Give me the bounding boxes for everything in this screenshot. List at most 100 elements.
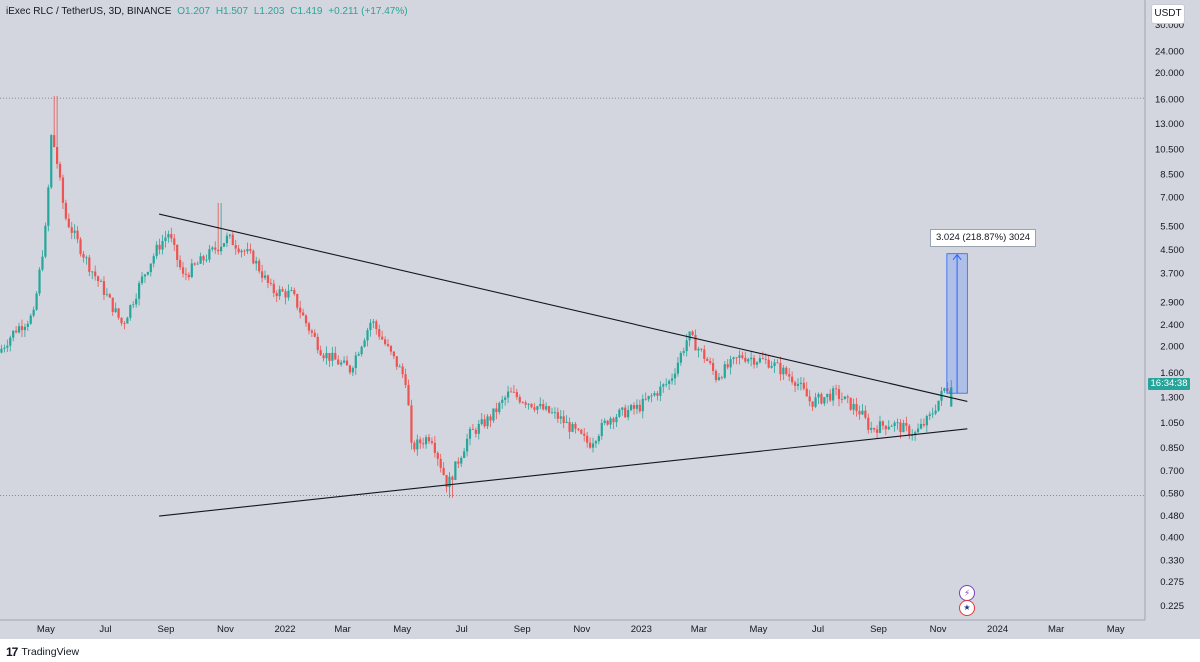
candle-body xyxy=(149,263,152,273)
symbol-legend: iExec RLC / TetherUS, 3D, BINANCE O1.207… xyxy=(6,6,411,18)
candle-body xyxy=(463,451,466,458)
candle-body xyxy=(802,382,805,389)
tradingview-logo[interactable]: 17 TradingView xyxy=(6,645,79,659)
candle-body xyxy=(225,235,229,244)
candle-body xyxy=(524,402,527,405)
candle-body xyxy=(946,388,949,392)
candle-body xyxy=(837,389,841,400)
candle-body xyxy=(123,323,126,325)
candle-body xyxy=(767,359,770,368)
candle-body xyxy=(808,396,811,402)
candle-body xyxy=(840,399,844,400)
candle-body xyxy=(653,393,656,396)
candle-body xyxy=(562,416,565,424)
candle-body xyxy=(184,273,188,275)
candle-body xyxy=(178,259,182,268)
candle-body xyxy=(255,260,258,264)
candle-body xyxy=(893,422,896,426)
candle-body xyxy=(29,315,32,324)
candle-body xyxy=(501,399,504,403)
candle-body xyxy=(679,352,682,363)
candle-body xyxy=(908,425,911,436)
candle-body xyxy=(231,234,234,246)
candle-body xyxy=(887,426,890,430)
candle-body xyxy=(240,250,243,253)
candle-body xyxy=(577,428,580,430)
candle-body xyxy=(436,452,439,459)
candle-body xyxy=(392,351,395,357)
candle-body xyxy=(249,249,252,251)
price-axis-tick-label: 2.000 xyxy=(1160,342,1184,353)
candle-body xyxy=(723,364,726,378)
symbol-name[interactable]: iExec RLC / TetherUS, 3D, BINANCE xyxy=(6,6,172,17)
time-axis-tick-label: Nov xyxy=(930,624,947,635)
candle-body xyxy=(272,283,275,294)
candle-body xyxy=(817,394,820,398)
candle-body xyxy=(486,416,489,427)
candle-body xyxy=(916,428,920,433)
price-axis-tick-label: 0.275 xyxy=(1160,577,1184,588)
price-axis-tick-label: 2.900 xyxy=(1160,297,1184,308)
time-axis-tick-label: Mar xyxy=(691,624,707,635)
candle-body xyxy=(137,283,141,299)
candle-body xyxy=(714,370,718,380)
candle-body xyxy=(670,378,674,381)
resistance-trendline[interactable] xyxy=(158,213,968,402)
close-value: C1.419 xyxy=(290,6,323,17)
candle-body xyxy=(799,382,803,384)
candle-body xyxy=(465,438,469,452)
currency-button[interactable]: USDT xyxy=(1151,4,1185,24)
candle-body xyxy=(568,421,571,432)
candle-body xyxy=(793,382,797,386)
candle-body xyxy=(832,388,835,401)
candle-body xyxy=(539,403,542,407)
candle-body xyxy=(82,253,85,258)
measure-label: 3.024 (218.87%) 3024 xyxy=(930,229,1037,247)
price-axis-tick-label: 0.480 xyxy=(1160,511,1184,522)
candle-body xyxy=(624,407,627,418)
support-trendline[interactable] xyxy=(159,428,968,517)
candle-body xyxy=(720,377,723,379)
time-axis-background[interactable] xyxy=(0,620,1200,639)
candle-body xyxy=(422,443,425,445)
candle-body xyxy=(618,409,621,417)
candle-body xyxy=(158,244,161,250)
candle-body xyxy=(474,429,477,434)
candle-body xyxy=(864,410,867,418)
candle-body xyxy=(404,374,407,385)
candle-body xyxy=(97,276,100,282)
candle-body xyxy=(711,363,715,371)
flash-event-icon[interactable]: ⚡ xyxy=(959,585,975,601)
candle-body xyxy=(170,234,173,239)
candle-body xyxy=(32,309,35,316)
candle-body xyxy=(644,398,647,400)
candle-body xyxy=(594,441,598,444)
candle-body xyxy=(345,360,349,366)
candle-body xyxy=(47,187,50,226)
candle-body xyxy=(934,410,937,414)
candle-body xyxy=(439,458,442,468)
candle-body xyxy=(647,395,650,400)
candle-body xyxy=(152,256,155,264)
candle-body xyxy=(483,419,486,427)
candle-body xyxy=(307,323,311,331)
price-axis-tick-label: 0.700 xyxy=(1160,466,1184,477)
candle-body xyxy=(348,365,352,373)
candle-body xyxy=(468,428,472,439)
candle-body xyxy=(190,263,193,278)
candle-body xyxy=(536,406,539,410)
price-axis-tick-label: 4.500 xyxy=(1160,245,1184,256)
candle-body xyxy=(884,425,887,430)
candle-body xyxy=(460,457,463,464)
candle-body xyxy=(337,359,340,365)
us-flag-event-icon[interactable]: ★ xyxy=(959,600,975,616)
candle-body xyxy=(875,429,879,433)
candle-body xyxy=(823,397,826,404)
candle-body xyxy=(410,405,413,443)
candle-body xyxy=(354,355,357,369)
candle-body xyxy=(164,237,167,242)
candle-body xyxy=(770,366,773,368)
branding-text: TradingView xyxy=(21,646,80,658)
price-axis-background[interactable] xyxy=(1145,0,1200,620)
